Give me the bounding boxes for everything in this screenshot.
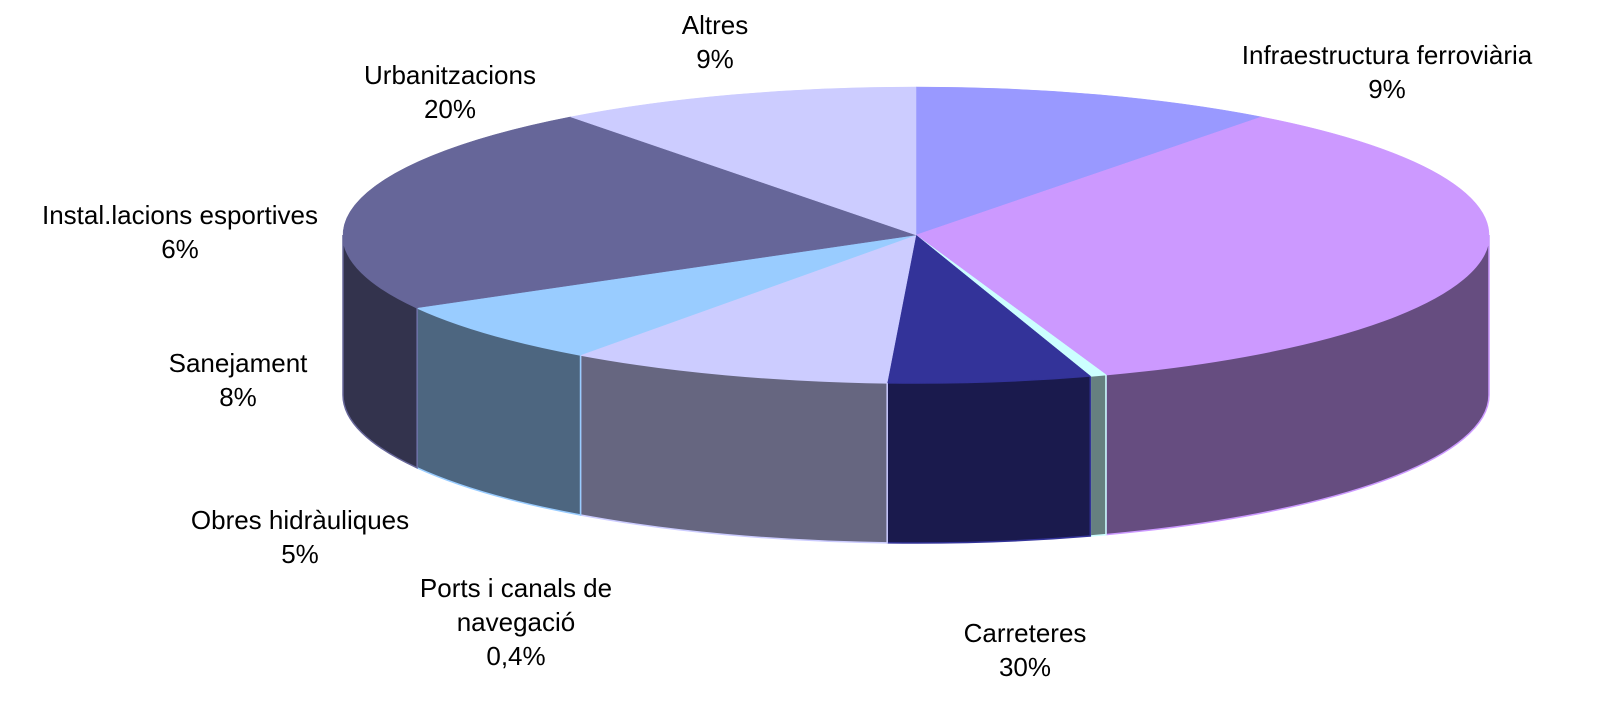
category-label: Obres hidràuliques — [190, 505, 410, 535]
value-label: 6% — [161, 234, 199, 264]
slice-side — [1089, 373, 1107, 537]
side-walls — [342, 234, 1490, 544]
category-label: Infraestructura ferroviària — [1241, 40, 1533, 70]
category-label: Urbanitzacions — [364, 60, 536, 90]
data-label: Ports i canals de navegació 0,4% — [386, 571, 646, 673]
slice — [416, 234, 917, 356]
data-label: Sanejament 8% — [169, 346, 308, 414]
category-label: Instal.lacions esportives — [41, 200, 319, 230]
value-label: 9% — [1368, 74, 1406, 104]
category-label: Carreteres — [963, 618, 1087, 648]
category-label: Altres — [681, 10, 749, 40]
value-label: 20% — [423, 94, 477, 124]
data-label: Urbanitzacions 20% — [364, 58, 536, 126]
value-label: 0,4% — [486, 641, 546, 671]
slice — [886, 234, 1091, 384]
top-faces — [342, 86, 1490, 384]
category-label: Ports i canals de navegació — [419, 573, 613, 637]
data-label: Obres hidràuliques 5% — [191, 503, 409, 571]
data-label: Infraestructura ferroviària 9% — [1242, 38, 1532, 106]
value-label: 8% — [219, 382, 257, 412]
slice — [342, 116, 917, 309]
value-label: 30% — [998, 652, 1052, 682]
value-label: 5% — [281, 539, 319, 569]
slice — [579, 234, 917, 384]
slice — [569, 86, 917, 236]
value-label: 9% — [696, 44, 734, 74]
slice — [915, 86, 1263, 236]
slice-side — [579, 354, 888, 544]
slice-side — [886, 375, 1092, 544]
category-label: Sanejament — [168, 348, 308, 378]
data-label: Instal.lacions esportives 6% — [42, 198, 318, 266]
slice — [915, 116, 1490, 375]
data-label: Carreteres 30% — [964, 616, 1087, 684]
data-label: Altres 9% — [682, 8, 748, 76]
